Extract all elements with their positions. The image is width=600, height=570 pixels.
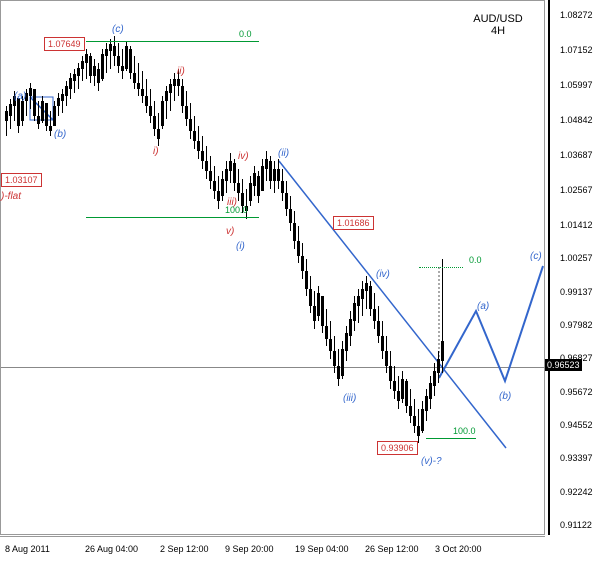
y-tick-label: 1.03687	[560, 150, 593, 160]
wave-label: ii)	[177, 66, 185, 77]
x-tick-label: 19 Sep 04:00	[295, 544, 349, 554]
fib-line	[426, 438, 476, 439]
timeframe-label: 4H	[458, 25, 538, 37]
wave-label: (iii)	[343, 393, 356, 404]
fib-label: 0.0	[469, 255, 482, 265]
wave-label: (c)	[112, 24, 124, 35]
x-tick-label: 9 Sep 20:00	[225, 544, 274, 554]
y-tick-label: 0.93397	[560, 453, 593, 463]
x-tick-label: 8 Aug 2011	[5, 544, 50, 554]
fib-line	[419, 267, 463, 268]
y-tick-label: 1.00257	[560, 253, 593, 263]
fib-label: 100.0	[225, 205, 248, 215]
x-tick-label: 3 Oct 20:00	[435, 544, 482, 554]
wave-label: (a)	[14, 91, 26, 102]
y-tick-label: 0.95672	[560, 387, 593, 397]
wave-label: (b)	[499, 391, 511, 402]
plot-area: AUD/USD 4H (a)(b)(c)i)ii)iii)iv)v)(i)(ii…	[0, 0, 545, 535]
y-tick-label: 0.92242	[560, 487, 593, 497]
y-tick-label: 1.01412	[560, 220, 593, 230]
fib-line	[86, 217, 259, 218]
wave-label: (a)	[477, 301, 489, 312]
wave-label: (b)	[54, 129, 66, 140]
y-tick-label: 0.97982	[560, 320, 593, 330]
y-tick-label: 1.07152	[560, 45, 593, 55]
wave-label: (i)	[236, 241, 245, 252]
pair-label: AUD/USD	[458, 13, 538, 25]
y-tick-label: 0.91122	[560, 520, 592, 530]
wave-label: iv)	[238, 151, 249, 162]
y-tick-label: 1.04842	[560, 115, 593, 125]
wave-label: )-flat	[1, 191, 21, 202]
chart-container: AUD/USD 4H (a)(b)(c)i)ii)iii)iv)v)(i)(ii…	[0, 0, 600, 570]
price-box: 1.03107	[1, 173, 42, 187]
x-tick-label: 2 Sep 12:00	[160, 544, 209, 554]
wave-label: (c)	[530, 251, 542, 262]
price-box: 1.07649	[44, 37, 85, 51]
y-tick-label: 1.08272	[560, 10, 593, 20]
y-tick-label: 0.94552	[560, 420, 593, 430]
y-tick-label: 0.99137	[560, 287, 593, 297]
current-price-line	[1, 367, 546, 368]
wave-label: (ii)	[278, 148, 289, 159]
price-box: 0.93906	[377, 441, 418, 455]
x-tick-label: 26 Sep 12:00	[365, 544, 419, 554]
price-box: 1.01686	[333, 216, 374, 230]
y-tick-label: 1.05997	[560, 80, 593, 90]
fib-line	[86, 41, 259, 42]
overlay-svg	[1, 1, 546, 536]
fib-label: 100.0	[453, 426, 476, 436]
wave-label: i)	[153, 146, 159, 157]
fib-label: 0.0	[239, 29, 252, 39]
y-tick-label: 1.02567	[560, 185, 593, 195]
wave-label: (v)-?	[421, 456, 442, 467]
chart-title: AUD/USD 4H	[458, 13, 538, 37]
current-price-marker: 0.96523	[545, 359, 582, 371]
wave-label: v)	[226, 226, 234, 237]
wave-label: (iv)	[376, 269, 390, 280]
x-tick-label: 26 Aug 04:00	[85, 544, 138, 554]
